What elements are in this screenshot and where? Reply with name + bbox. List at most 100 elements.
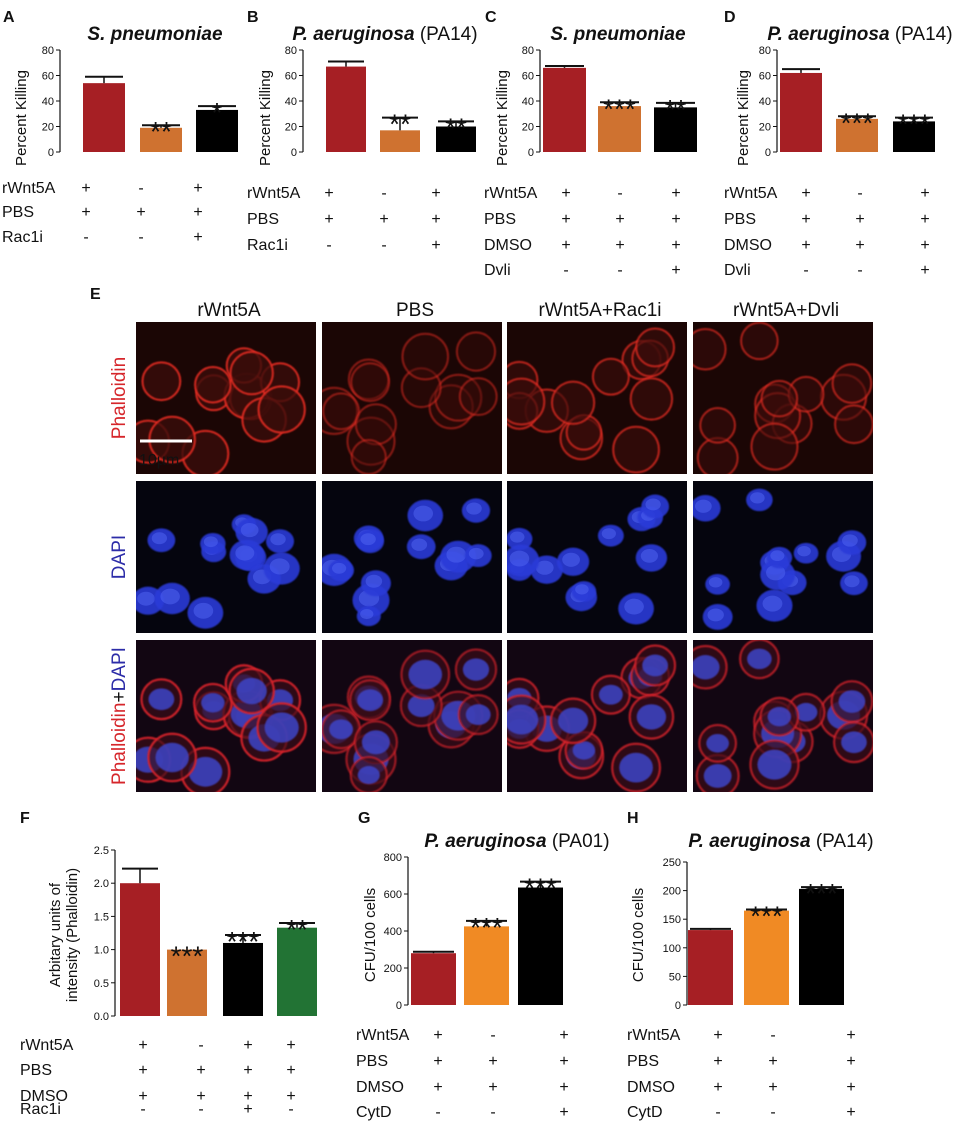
bar [277, 927, 317, 1016]
y-tick-label: 40 [42, 96, 54, 108]
cell-outline [832, 721, 873, 764]
y-tick-label: 2.5 [94, 845, 109, 857]
condition-mark: + [81, 204, 90, 221]
condition-label: rWnt5A [627, 1027, 681, 1044]
micrograph-merge-4 [693, 640, 873, 792]
cell-outline [612, 425, 660, 474]
bar-group: ** [277, 914, 317, 1016]
micrograph-phalloidin-3 [507, 322, 687, 474]
condition-mark: - [83, 229, 88, 246]
chart-title-strain: (PA14) [890, 24, 953, 45]
cell-body [258, 386, 305, 433]
condition-label: rWnt5A [20, 1037, 74, 1054]
bar-group: *** [223, 926, 263, 1016]
nucleus [188, 756, 223, 787]
cell-outline [699, 406, 736, 444]
condition-label: DMSO [627, 1079, 675, 1096]
condition-mark: + [920, 237, 929, 254]
condition-mark: + [846, 1079, 855, 1096]
bar-group: *** [464, 912, 509, 1005]
row-label-part: Phalloidin [109, 703, 130, 785]
chart-title: P. aeruginosa (PA14) [292, 24, 477, 45]
bar [83, 83, 125, 152]
cell-body [429, 385, 473, 429]
bar-group: ** [140, 116, 182, 152]
micrograph-dapi-4 [693, 481, 873, 633]
chart-title-strain: (PA01) [547, 831, 610, 852]
panel-letter: F [20, 810, 30, 827]
significance-label: ** [389, 109, 411, 140]
condition-mark: - [563, 262, 568, 279]
cell-outline [750, 422, 799, 471]
chart-title: P. aeruginosa (PA14) [688, 831, 873, 852]
bar-group: *** [836, 107, 878, 152]
nucleus-highlight [509, 550, 530, 567]
condition-mark: + [431, 237, 440, 254]
condition-mark: - [288, 1101, 293, 1118]
bar-group: *** [518, 873, 563, 1005]
cell-outline [322, 386, 359, 435]
micrograph-phalloidin-1 [136, 322, 316, 474]
condition-label: Dvli [484, 262, 511, 279]
cell-body [402, 333, 449, 380]
cell-outline [455, 331, 497, 372]
condition-label: CytD [356, 1104, 392, 1121]
nucleus [357, 766, 380, 785]
column-header: rWnt5A [197, 300, 261, 321]
panel-letter: G [358, 810, 370, 827]
chart-title-organism: P. aeruginosa [767, 24, 890, 45]
condition-mark: - [803, 262, 808, 279]
condition-mark: - [857, 262, 862, 279]
y-tick-label: 0 [48, 147, 54, 159]
nucleus-highlight [601, 528, 616, 540]
bar [120, 883, 160, 1016]
condition-mark: + [286, 1088, 295, 1105]
chart-title-organism: P. aeruginosa [424, 831, 547, 852]
y-tick-label: 40 [522, 96, 534, 108]
panel-letter: C [485, 9, 497, 26]
condition-mark: + [433, 1079, 442, 1096]
cell-body [751, 423, 798, 470]
bar [140, 127, 182, 152]
condition-mark: + [920, 185, 929, 202]
cells-layer [507, 644, 677, 792]
bar-group: ** [436, 112, 476, 152]
cell-outline [591, 357, 630, 396]
y-tick-label: 80 [285, 45, 297, 57]
cell-outline [147, 732, 197, 783]
cell-outline [228, 667, 275, 715]
bar [836, 118, 878, 152]
nucleus-highlight [640, 549, 659, 563]
condition-mark: + [324, 211, 333, 228]
cell-outline [229, 350, 274, 396]
condition-mark: + [801, 211, 810, 228]
panel-letter: H [627, 810, 639, 827]
cell-body [351, 440, 386, 474]
condition-label: PBS [247, 211, 279, 228]
nucleus-highlight [360, 609, 374, 620]
nucleus [794, 702, 818, 722]
condition-label: Rac1i [2, 229, 43, 246]
condition-mark: - [490, 1104, 495, 1121]
nucleus-highlight [797, 546, 811, 557]
condition-label: PBS [484, 211, 516, 228]
condition-label: PBS [2, 204, 34, 221]
panel-letter: E [90, 286, 101, 303]
cells-layer [136, 664, 307, 792]
bar [196, 109, 238, 152]
condition-mark: + [243, 1037, 252, 1054]
column-header: rWnt5A+Dvli [733, 300, 839, 321]
cell-outline [354, 403, 397, 446]
nucleus-highlight [332, 562, 347, 574]
nucleus-highlight [645, 498, 661, 511]
condition-mark: + [561, 211, 570, 228]
y-tick-label: 1.0 [94, 945, 109, 957]
condition-label: rWnt5A [247, 185, 301, 202]
bar-group: *** [167, 941, 207, 1016]
cell-outline [148, 415, 196, 464]
bar [411, 953, 456, 1005]
condition-mark: + [846, 1053, 855, 1070]
